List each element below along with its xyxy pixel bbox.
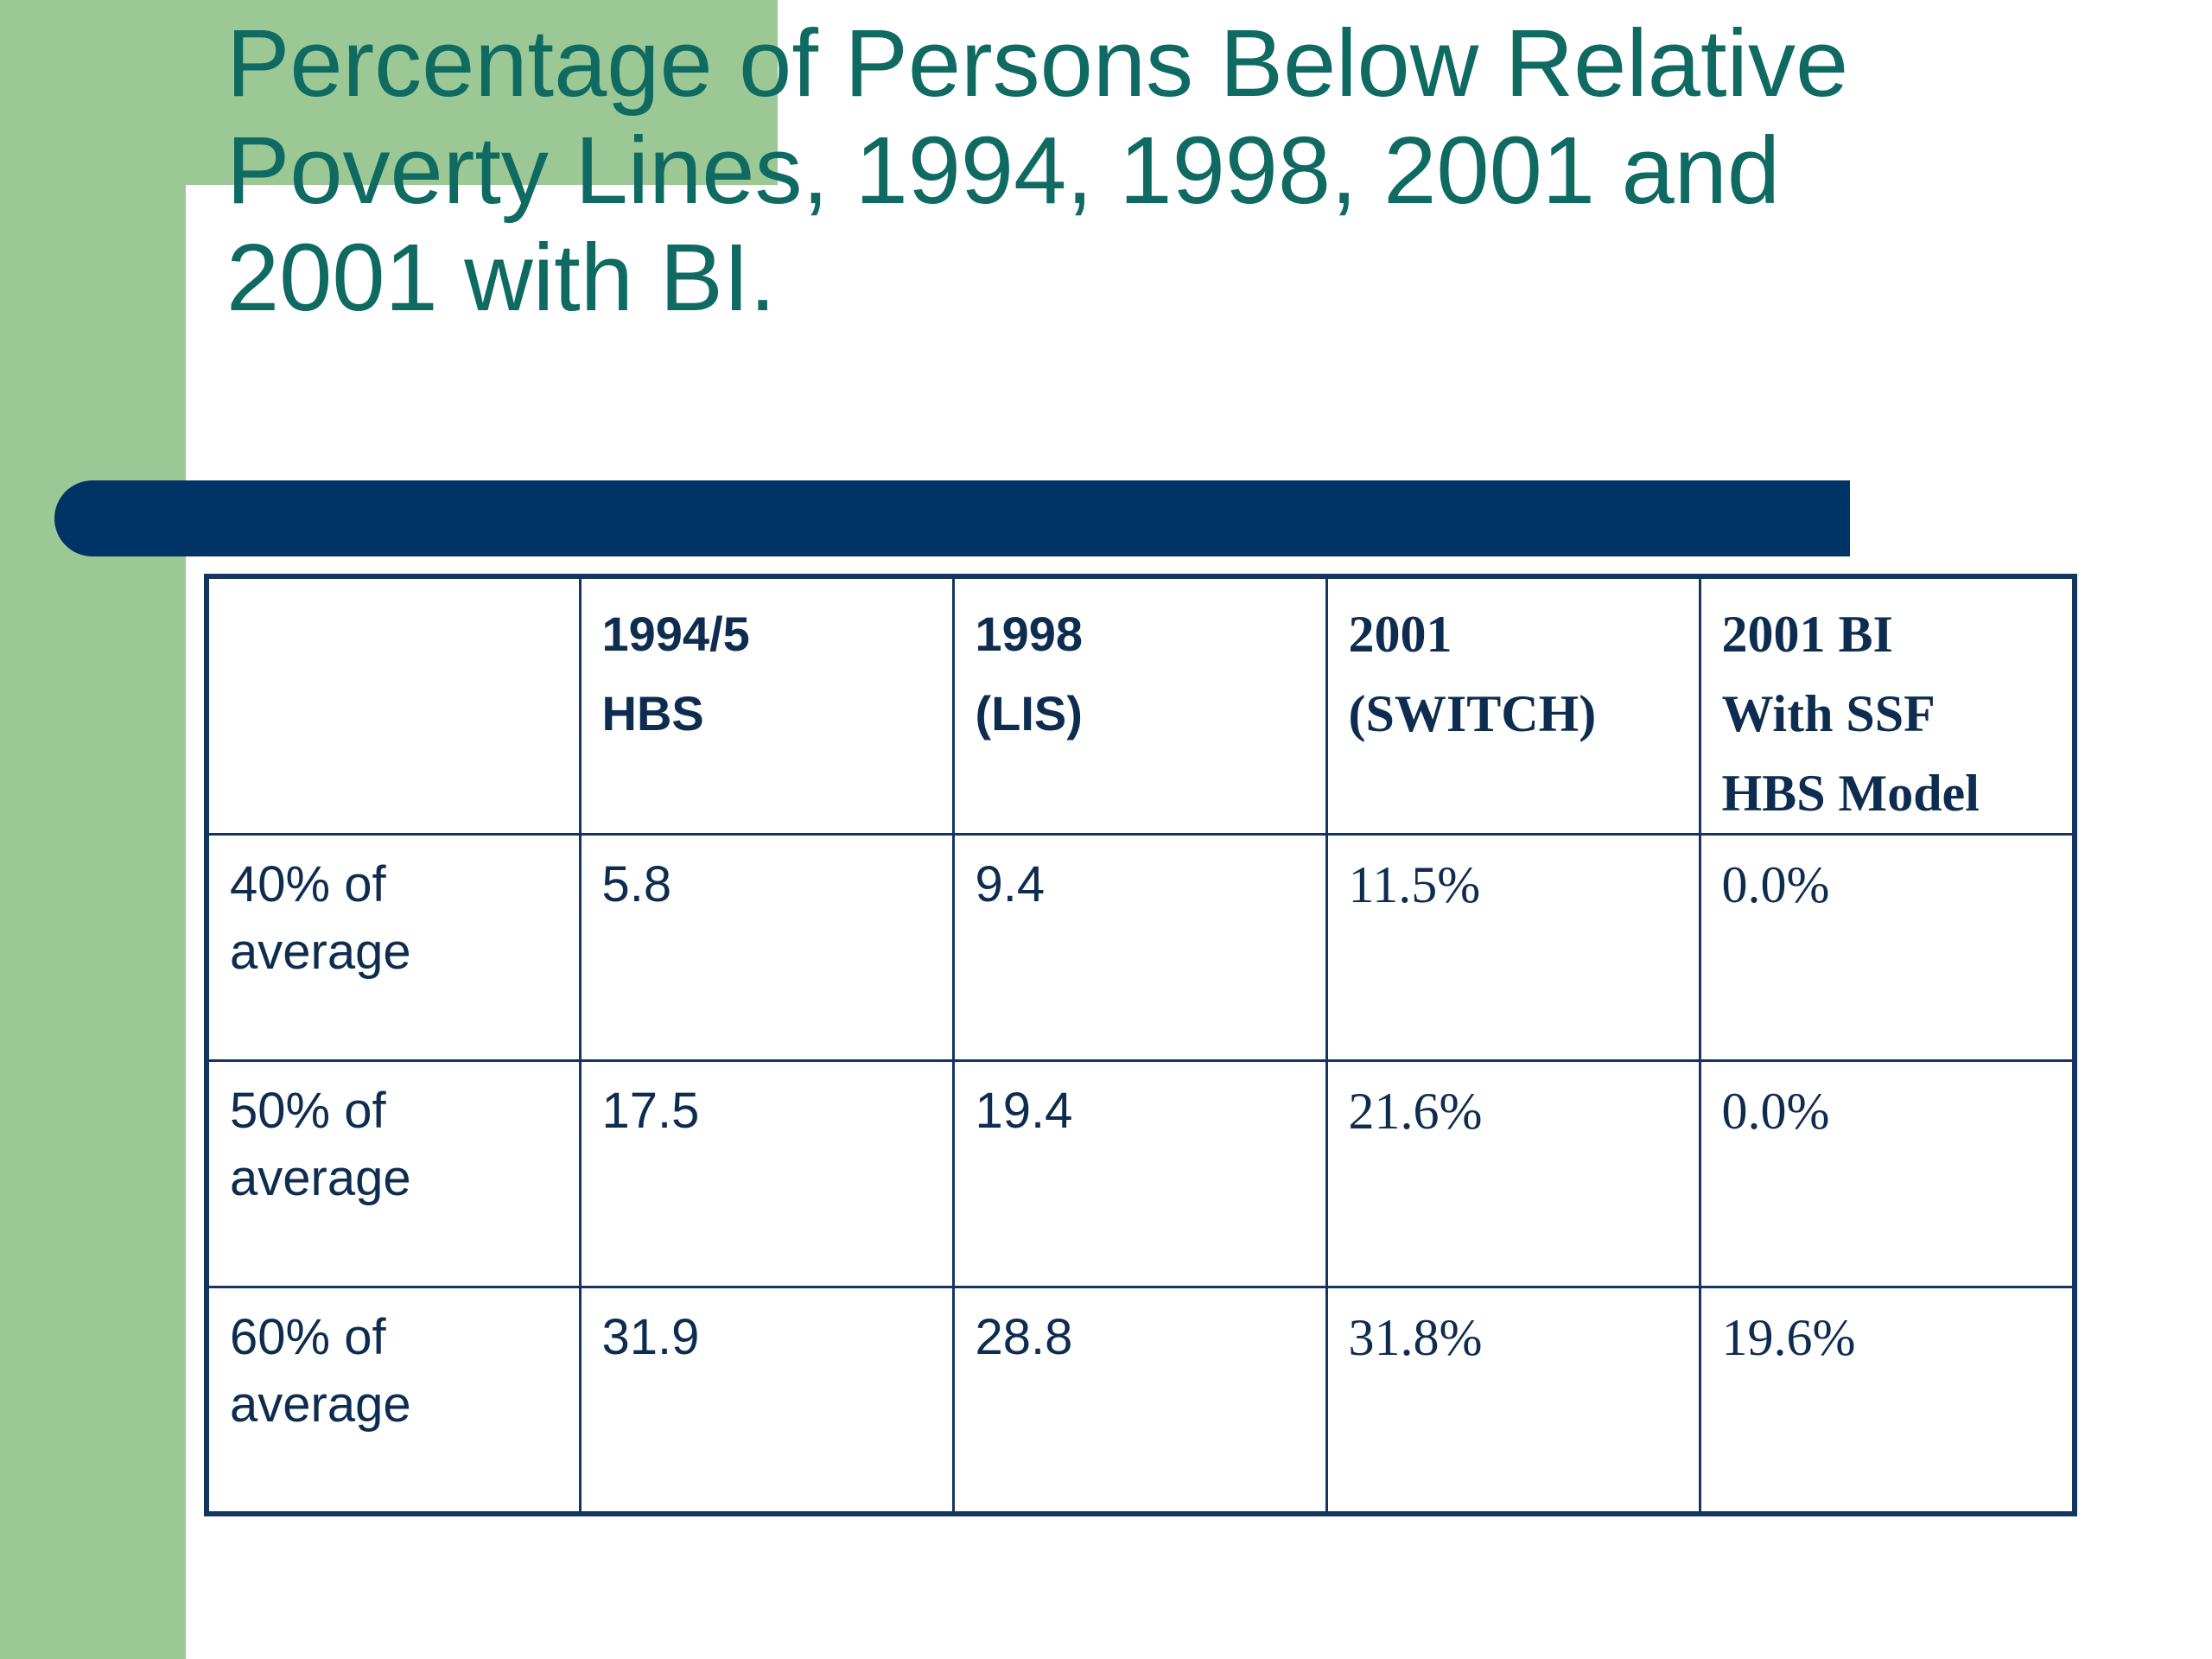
table-header-row: 1994/5 HBS 1998 (LIS) 2001 (SWITCH) 2001… [205, 575, 2076, 836]
poverty-table: 1994/5 HBS 1998 (LIS) 2001 (SWITCH) 2001… [204, 574, 2077, 1516]
header-cell-empty [205, 575, 582, 836]
header-cell-1998: 1998 (LIS) [951, 575, 1328, 836]
row-label: 40% of average [205, 833, 582, 1062]
table-cell: 19.6% [1698, 1286, 2076, 1515]
top-green-block [0, 0, 778, 185]
table-cell: 0.0% [1698, 833, 2076, 1062]
table-cell: 19.4 [951, 1059, 1328, 1288]
table-cell: 21.6% [1325, 1059, 1701, 1288]
title-underline-bar [54, 480, 1850, 556]
header-cell-2001: 2001 (SWITCH) [1325, 575, 1701, 836]
slide-title: Percentage of Persons Below Relative Pov… [226, 10, 1849, 331]
table-cell: 5.8 [578, 833, 955, 1062]
row-label: 50% of average [205, 1059, 582, 1288]
header-cell-1994: 1994/5 HBS [578, 575, 955, 836]
table-row: 50% of average 17.5 19.4 21.6% 0.0% [205, 1059, 2076, 1288]
table-cell: 31.9 [578, 1286, 955, 1515]
top-white-area [778, 0, 2212, 185]
header-cell-2001-bi: 2001 BI With SSF HBS Model [1698, 575, 2076, 836]
table-cell: 0.0% [1698, 1059, 2076, 1288]
table-row: 60% of average 31.9 28.8 31.8% 19.6% [205, 1286, 2076, 1515]
table-cell: 31.8% [1325, 1286, 1701, 1515]
left-green-band [0, 0, 186, 1659]
table-cell: 11.5% [1325, 833, 1701, 1062]
table-cell: 28.8 [951, 1286, 1328, 1515]
row-label: 60% of average [205, 1286, 582, 1515]
table-row: 40% of average 5.8 9.4 11.5% 0.0% [205, 833, 2076, 1062]
table-cell: 9.4 [951, 833, 1328, 1062]
table-cell: 17.5 [578, 1059, 955, 1288]
